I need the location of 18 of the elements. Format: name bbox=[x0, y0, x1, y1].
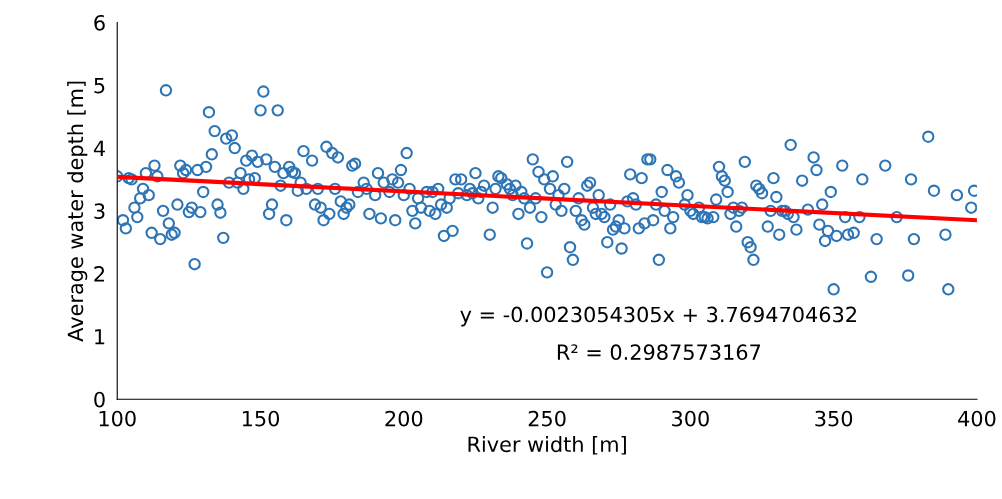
x-tick-label: 300 bbox=[672, 410, 709, 427]
x-axis-title: River width [m] bbox=[468, 436, 626, 455]
annotation: y = -0.0023054305x + 3.7694704632 bbox=[460, 306, 856, 327]
y-tick-label: 0 bbox=[94, 391, 105, 408]
x-tick-label: 400 bbox=[958, 410, 996, 427]
y-tick-label: 6 bbox=[94, 14, 105, 31]
x-tick-label: 150 bbox=[242, 410, 280, 427]
x-tick-label: 350 bbox=[815, 410, 853, 427]
y-tick-label: 3 bbox=[94, 203, 105, 220]
y-tick-label: 1 bbox=[95, 329, 105, 345]
x-tick-label: 100 bbox=[99, 410, 136, 427]
x-tick-label: 250 bbox=[528, 410, 566, 427]
y-tick-label: 4 bbox=[93, 140, 105, 156]
annotation: R² = 0.2987573167 bbox=[557, 344, 761, 361]
y-axis-title: Average water depth [m] bbox=[67, 81, 88, 342]
x-tick-label: 200 bbox=[385, 410, 423, 427]
y-tick-label: 2 bbox=[94, 266, 105, 282]
y-tick-label: 5 bbox=[94, 77, 105, 94]
